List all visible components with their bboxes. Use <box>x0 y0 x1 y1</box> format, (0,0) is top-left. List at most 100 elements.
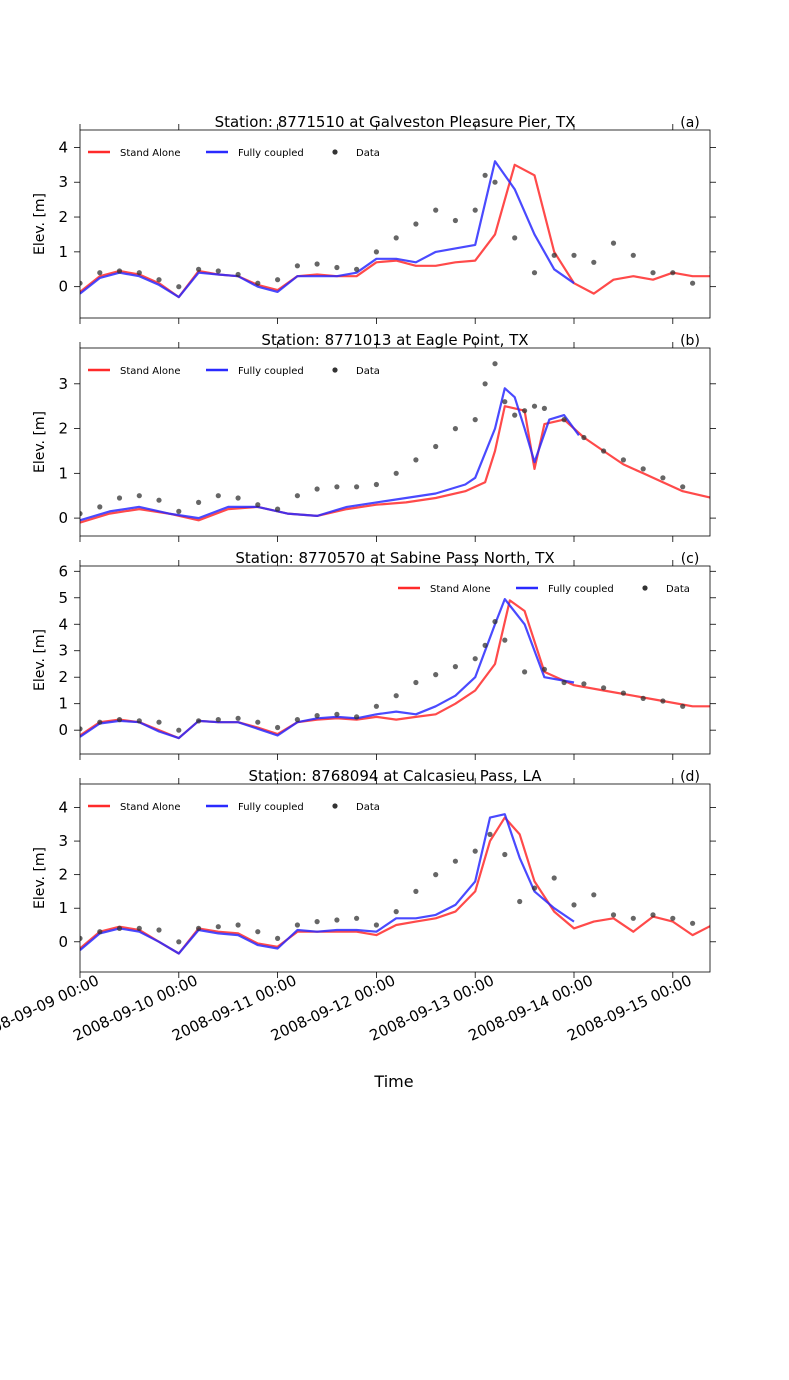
legend-entry: Data <box>332 148 380 159</box>
data-point <box>97 270 103 276</box>
series-fully-coupled-line <box>80 160 575 299</box>
panel-label: (d) <box>680 769 700 785</box>
data-point <box>413 888 419 895</box>
data-point <box>156 277 162 283</box>
panel-title: Station: 8770570 at Sabine Pass North, T… <box>235 549 554 567</box>
legend-label: Fully coupled <box>238 366 304 377</box>
data-point <box>334 917 340 923</box>
data-point <box>116 925 123 932</box>
data-point <box>620 690 627 696</box>
legend-label: Stand Alone <box>120 366 181 377</box>
data-point <box>517 898 523 905</box>
data-point <box>80 726 83 732</box>
data-point <box>235 715 241 721</box>
data-point <box>294 717 300 723</box>
data-point <box>334 711 340 717</box>
data-point <box>116 717 123 723</box>
y-tick-label: 0 <box>58 278 68 296</box>
legend-entry: Fully coupled <box>206 366 304 377</box>
data-point <box>472 207 478 213</box>
data-point <box>610 912 617 918</box>
data-point <box>255 929 261 935</box>
legend-label: Data <box>356 148 380 159</box>
data-point <box>650 270 656 276</box>
data-point <box>660 475 666 481</box>
data-point <box>620 457 627 463</box>
y-tick-label: 2 <box>58 866 68 884</box>
data-point <box>630 915 636 921</box>
legend-entry: Fully coupled <box>206 148 304 159</box>
legend-label: Fully coupled <box>238 802 304 813</box>
data-point <box>235 922 241 928</box>
data-point <box>116 495 123 501</box>
data-point <box>472 656 478 662</box>
data-point <box>531 403 538 409</box>
data-point <box>630 252 636 258</box>
data-point <box>433 443 439 450</box>
y-tick-label: 3 <box>58 642 68 660</box>
y-tick-label: 2 <box>58 208 68 226</box>
data-point <box>502 851 508 858</box>
data-point <box>433 672 439 678</box>
data-point <box>80 280 83 286</box>
legend-label: Stand Alone <box>430 584 491 595</box>
data-point <box>80 511 83 517</box>
plot-frame <box>79 783 711 973</box>
data-point <box>472 848 478 854</box>
data-point <box>413 457 419 463</box>
legend-entry: Stand Alone <box>88 366 181 377</box>
data-point <box>196 266 202 272</box>
data-point <box>97 504 103 510</box>
y-axis-label: Elev. [m] <box>32 629 48 691</box>
data-point <box>97 719 103 725</box>
legend-point-swatch <box>332 367 338 373</box>
data-point <box>561 679 567 686</box>
series-stand-alone-line <box>80 816 710 955</box>
plot-frame <box>79 129 711 319</box>
plot-frame <box>79 565 711 755</box>
data-point <box>551 875 557 881</box>
legend-label: Fully coupled <box>548 584 614 595</box>
legend-label: Data <box>666 584 690 595</box>
data-point <box>176 939 182 945</box>
data-point <box>522 669 528 675</box>
y-tick-label: 2 <box>58 420 68 438</box>
series-stand-alone-line <box>80 405 710 524</box>
data-point <box>393 693 399 699</box>
data-point <box>314 261 320 267</box>
data-point <box>373 922 379 928</box>
panel-title: Station: 8768094 at Calcasieu Pass, LA <box>248 767 542 785</box>
data-point <box>541 405 548 411</box>
panel-label: (a) <box>680 115 700 131</box>
data-point <box>275 506 281 512</box>
data-point <box>275 935 281 942</box>
data-point <box>690 280 696 286</box>
data-point <box>541 666 548 672</box>
data-point <box>492 361 498 367</box>
data-point <box>255 280 261 286</box>
data-point <box>571 902 577 908</box>
data-point <box>393 470 399 476</box>
data-point <box>314 919 320 925</box>
data-point <box>294 493 300 499</box>
data-point <box>235 271 241 278</box>
data-point <box>314 713 320 719</box>
panel-title: Station: 8771510 at Galveston Pleasure P… <box>215 113 576 131</box>
legend-point-swatch <box>642 585 648 591</box>
data-point <box>294 922 300 928</box>
data-point <box>156 719 162 725</box>
data-point <box>393 235 399 241</box>
y-tick-label: 4 <box>58 615 68 633</box>
y-axis-label: Elev. [m] <box>32 411 48 473</box>
panel-d: 0 1 2 3 4 Elev. [m] Station: 8768094 at Calcas… <box>32 767 716 978</box>
data-point <box>472 417 478 423</box>
data-point <box>680 484 686 490</box>
data-point <box>136 493 142 499</box>
data-point <box>670 270 676 276</box>
data-point <box>196 499 202 505</box>
data-point <box>156 927 162 933</box>
data-point <box>176 508 182 514</box>
series-stand-alone-line <box>80 163 710 299</box>
data-point <box>512 412 518 418</box>
data-point <box>97 929 103 935</box>
